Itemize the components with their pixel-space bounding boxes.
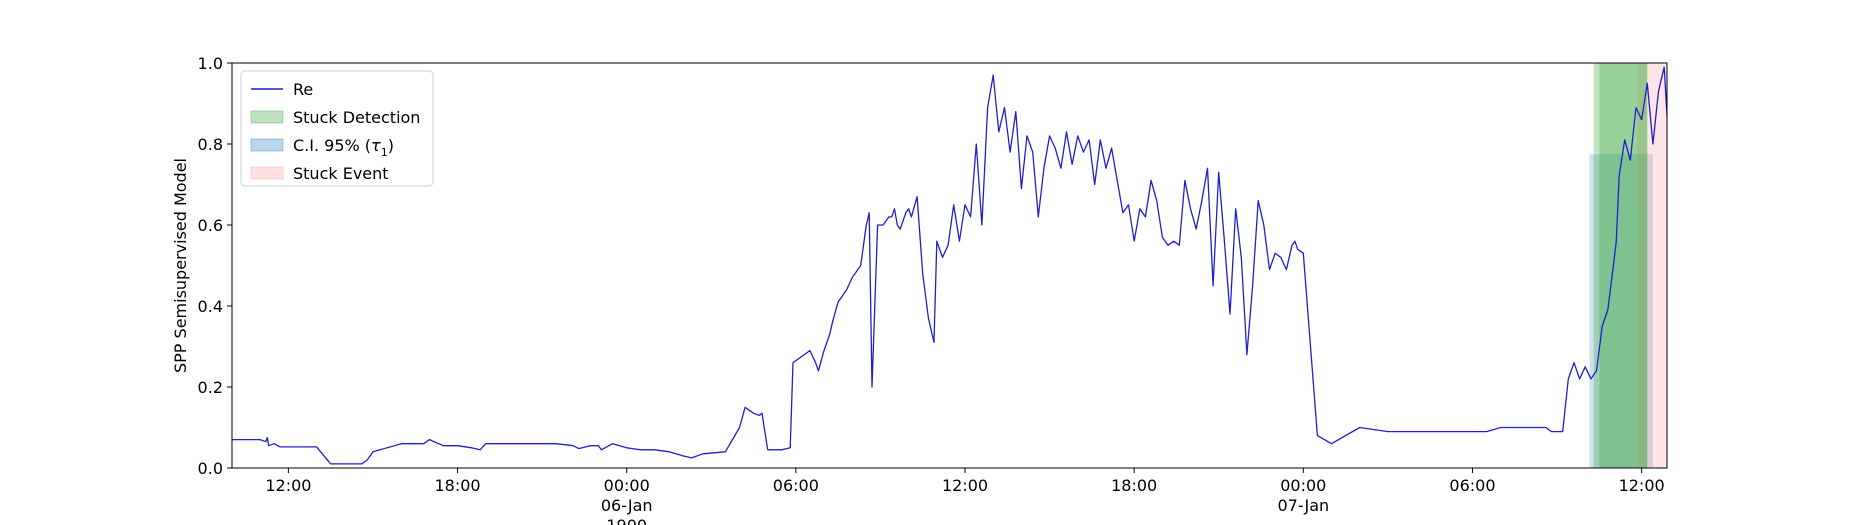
- y-tick-label: 1.0: [198, 54, 223, 73]
- legend-swatch: [250, 166, 284, 180]
- series-re: [232, 66, 1668, 465]
- y-tick-label: 0.2: [198, 378, 223, 397]
- legend-label: Stuck Event: [293, 164, 389, 183]
- y-axis: 0.0 0.2 0.4 0.6 0.8 1.0: [198, 54, 232, 478]
- x-tick-label: 12:00: [265, 476, 311, 495]
- x-axis: 12:0018:0000:0006-Jan190006:0012:0018:00…: [265, 468, 1665, 525]
- ci-span: [1589, 154, 1653, 468]
- legend-box: [240, 70, 434, 187]
- x-tick-label: 07-Jan: [1277, 496, 1329, 515]
- line-re: [232, 66, 1668, 465]
- x-tick-label: 06-Jan: [601, 496, 653, 515]
- plot-frame: [231, 62, 1668, 469]
- legend-entry-stuck_event: Stuck Event: [250, 164, 389, 183]
- y-axis-label: SPP Semisupervised Model: [171, 158, 190, 373]
- legend-entry-stuck_detection: Stuck Detection: [250, 108, 420, 127]
- legend: Re Stuck Detection C.I. 95% (τ1) Stuck Even…: [240, 70, 434, 187]
- x-tick-label: 18:00: [1111, 476, 1157, 495]
- stuck-detection-span-light: [1593, 63, 1648, 468]
- y-tick-label: 0.8: [198, 135, 223, 154]
- x-tick-label: 00:00: [1280, 476, 1326, 495]
- y-tick-label: 0.4: [198, 297, 223, 316]
- y-tick-label: 0.6: [198, 216, 223, 235]
- x-tick-label: 12:00: [942, 476, 988, 495]
- stuck-detection-span-dark: [1599, 63, 1648, 468]
- legend-label: C.I. 95% (τ1): [293, 136, 394, 159]
- legend-entry-ci: C.I. 95% (τ1): [250, 136, 394, 159]
- legend-swatch: [250, 110, 284, 124]
- legend-label: Stuck Detection: [293, 108, 420, 127]
- x-tick-label: 1900: [606, 516, 647, 525]
- x-tick-label: 18:00: [434, 476, 480, 495]
- x-tick-label: 00:00: [604, 476, 650, 495]
- y-tick-label: 0.0: [198, 459, 223, 478]
- x-tick-label: 12:00: [1619, 476, 1665, 495]
- highlight-spans: [1589, 63, 1667, 468]
- legend-entry-re: Re: [251, 80, 313, 99]
- x-tick-label: 06:00: [1449, 476, 1495, 495]
- x-tick-label: 06:00: [773, 476, 819, 495]
- legend-label: Re: [293, 80, 313, 99]
- legend-swatch: [250, 138, 284, 152]
